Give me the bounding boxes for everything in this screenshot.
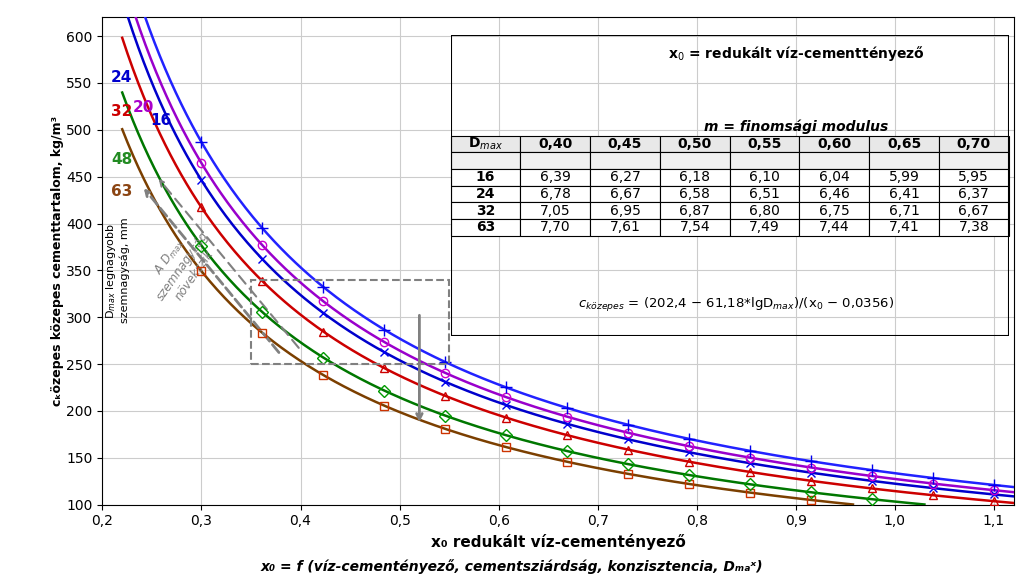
Text: 24: 24 [111,70,132,85]
Text: 16: 16 [151,113,172,128]
Text: 20: 20 [132,100,154,115]
Text: x₀ = f (víz-cementényező, cementsziárdság, konzisztencia, Dₘₐˣ): x₀ = f (víz-cementényező, cementsziárdsá… [261,559,763,574]
Text: m = finomsági modulus: m = finomsági modulus [705,119,889,134]
X-axis label: x₀ redukált víz-cementényező: x₀ redukált víz-cementényező [431,534,685,550]
Text: x$_0$ = redukált víz-cementtényező: x$_0$ = redukált víz-cementtényező [668,44,925,63]
Text: $c_{közepes}$ = (202,4 − 61,18*lgD$_{max}$)/(x$_0$ − 0,0356): $c_{közepes}$ = (202,4 − 61,18*lgD$_{max… [578,296,894,314]
Text: 32: 32 [111,104,132,119]
Y-axis label: cₖözepes közepes cementtartalom, kg/m³: cₖözepes közepes cementtartalom, kg/m³ [50,116,63,406]
Text: 48: 48 [111,152,132,166]
Text: D$_{max}$ legnagyobb
szemnagyság, mm: D$_{max}$ legnagyobb szemnagyság, mm [104,218,130,323]
Text: A D$_{max}$
szemnagyság
növekszik: A D$_{max}$ szemnagyság növekszik [140,219,223,312]
Text: 63: 63 [111,184,132,198]
